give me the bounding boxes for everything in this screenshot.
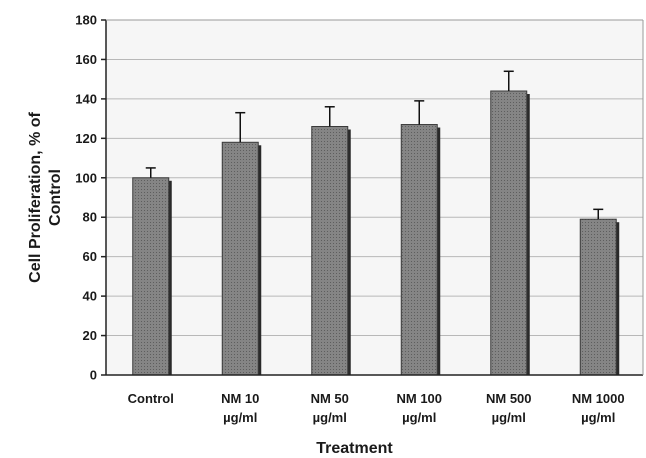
x-tick-label-line: µg/ml: [313, 410, 347, 425]
bar: [400, 124, 438, 376]
x-tick-label-line: NM 500: [486, 391, 532, 406]
x-tick-label-line: µg/ml: [223, 410, 257, 425]
y-tick-label: 120: [75, 131, 97, 146]
bar-group: [490, 70, 530, 376]
x-tick-label-line: Control: [128, 391, 174, 406]
x-tick-label: NM 1000 µg/ml: [572, 391, 625, 425]
x-tick-label: NM 10 µg/ml: [221, 391, 259, 425]
plot-area: [106, 20, 643, 375]
bars: [132, 70, 620, 376]
x-tick-label-line: NM 10: [221, 391, 259, 406]
x-tick-label-line: µg/ml: [492, 410, 526, 425]
y-axis-title-line: Cell Proliferation, % of: [27, 111, 44, 282]
y-axis-title-line: Control: [47, 169, 64, 226]
y-tick-label: 80: [83, 210, 97, 225]
x-tick-label-line: NM 50: [311, 391, 349, 406]
y-tick-label: 160: [75, 52, 97, 67]
y-axis-title: Cell Proliferation, % of Control: [27, 111, 64, 282]
axes: [105, 19, 644, 376]
y-tick-label: 140: [75, 91, 97, 106]
bar: [490, 90, 528, 376]
x-tick-label: Control: [128, 391, 174, 406]
y-tick-label: 20: [83, 328, 97, 343]
bar-group: [132, 167, 172, 376]
bar: [311, 126, 349, 376]
x-tick-label-line: NM 100: [396, 391, 442, 406]
x-tick-label: NM 50 µg/ml: [311, 391, 349, 425]
y-tick-label: 60: [83, 249, 97, 264]
plot-background: [106, 20, 643, 375]
x-tick-label: NM 500 µg/ml: [486, 391, 532, 425]
bar: [579, 218, 617, 376]
x-axis-title: Treatment: [316, 440, 393, 457]
x-tick-label-line: NM 1000: [572, 391, 625, 406]
x-tick-label-line: µg/ml: [402, 410, 436, 425]
x-tick-label-line: µg/ml: [581, 410, 615, 425]
bar: [221, 141, 259, 376]
y-tick-label: 0: [90, 368, 97, 383]
x-tick-label: NM 100 µg/ml: [396, 391, 442, 425]
bar-group: [311, 106, 351, 376]
bar-group: [400, 100, 441, 376]
y-tick-labels: 0 20 40 60 80 100 120 140 160 180: [75, 13, 106, 383]
bar: [132, 177, 170, 376]
bar-group: [221, 111, 262, 376]
y-tick-label: 40: [83, 289, 97, 304]
y-tick-label: 180: [75, 13, 97, 28]
bar-group: [579, 208, 620, 376]
y-tick-label: 100: [75, 170, 97, 185]
y-axis-title-text: Cell Proliferation, % of Control: [27, 111, 64, 282]
